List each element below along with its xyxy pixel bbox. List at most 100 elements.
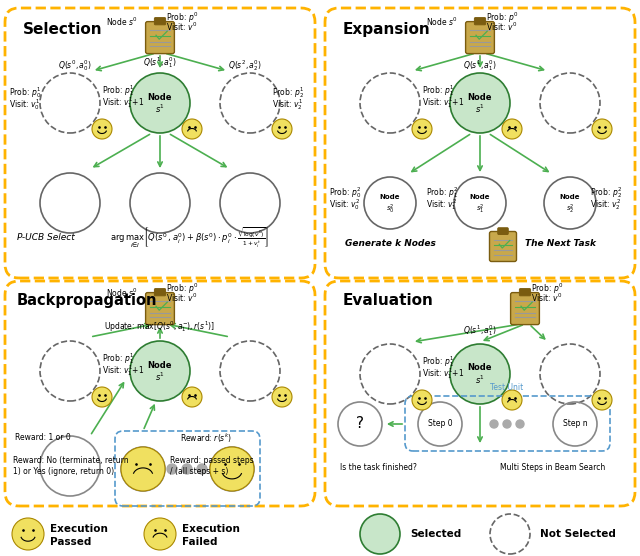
Text: Node: Node — [148, 92, 172, 102]
FancyBboxPatch shape — [474, 18, 486, 25]
Text: Visit: $v_1^1$+1: Visit: $v_1^1$+1 — [102, 364, 145, 379]
Circle shape — [197, 464, 207, 474]
Text: Backpropagation: Backpropagation — [17, 293, 157, 308]
Text: The Next Task: The Next Task — [525, 239, 596, 247]
Text: $Q(s^2,a_2^0)$: $Q(s^2,a_2^0)$ — [228, 58, 262, 73]
Circle shape — [130, 73, 190, 133]
Circle shape — [502, 119, 522, 139]
FancyBboxPatch shape — [466, 22, 495, 53]
Text: Update: $\max[Q(s^0,a_1^{-}), r(s^1)]$: Update: $\max[Q(s^0,a_1^{-}), r(s^1)]$ — [104, 320, 216, 335]
Text: Prob: $p_0^1$: Prob: $p_0^1$ — [9, 86, 42, 101]
Text: Node: Node — [468, 92, 492, 102]
Circle shape — [210, 447, 254, 491]
Text: Step n: Step n — [563, 419, 588, 429]
FancyBboxPatch shape — [154, 289, 166, 296]
Circle shape — [412, 390, 432, 410]
Circle shape — [412, 119, 432, 139]
Text: Prob: $p_1^1$: Prob: $p_1^1$ — [422, 83, 454, 98]
Text: Prob: $p_2^1$: Prob: $p_2^1$ — [272, 86, 305, 101]
Text: Visit: $v_1^1$+1: Visit: $v_1^1$+1 — [422, 366, 465, 381]
Circle shape — [182, 464, 192, 474]
Text: Visit: $v_2^1$: Visit: $v_2^1$ — [272, 97, 303, 112]
FancyBboxPatch shape — [154, 18, 166, 25]
Text: $Q(s^1,a_1^0)$: $Q(s^1,a_1^0)$ — [463, 58, 497, 73]
Circle shape — [490, 420, 498, 428]
FancyBboxPatch shape — [511, 292, 540, 325]
Text: Selection: Selection — [23, 22, 102, 37]
FancyBboxPatch shape — [146, 292, 174, 325]
Circle shape — [92, 387, 112, 407]
Text: $s_0^2$: $s_0^2$ — [386, 202, 394, 216]
Text: Evaluation: Evaluation — [343, 293, 434, 308]
Text: $Q(s^1,a_1^0)$: $Q(s^1,a_1^0)$ — [463, 324, 497, 339]
Text: Prob: $p_1^1$: Prob: $p_1^1$ — [102, 351, 134, 366]
Text: Node $s^0$: Node $s^0$ — [426, 16, 458, 28]
Text: $s^1$: $s^1$ — [475, 374, 485, 386]
Text: Visit: $v^0$: Visit: $v^0$ — [486, 21, 518, 33]
Text: Node $s^0$: Node $s^0$ — [106, 287, 138, 299]
Circle shape — [272, 119, 292, 139]
Text: Visit: $v_0^1$: Visit: $v_0^1$ — [9, 97, 40, 112]
Circle shape — [182, 387, 202, 407]
Text: $s_2^2$: $s_2^2$ — [566, 202, 574, 216]
Circle shape — [144, 518, 176, 550]
Text: Not Selected: Not Selected — [540, 529, 616, 539]
Text: Node $s^0$: Node $s^0$ — [106, 16, 138, 28]
Text: $s_1^2$: $s_1^2$ — [476, 202, 484, 216]
Text: $Q(s^0,a_0^0)$: $Q(s^0,a_0^0)$ — [58, 58, 92, 73]
Text: Test Unit: Test Unit — [490, 384, 524, 393]
Text: Node: Node — [148, 360, 172, 370]
Text: Visit: $v^0$: Visit: $v^0$ — [166, 21, 198, 33]
Text: Step 0: Step 0 — [428, 419, 452, 429]
Text: Prob: $p^0$: Prob: $p^0$ — [166, 11, 198, 25]
FancyBboxPatch shape — [498, 228, 508, 235]
Text: Prob: $p_0^2$: Prob: $p_0^2$ — [329, 186, 362, 201]
Text: Reward: passed steps
/ (all steps + s): Reward: passed steps / (all steps + s) — [170, 456, 253, 476]
Text: Prob: $p^0$: Prob: $p^0$ — [166, 282, 198, 296]
Circle shape — [12, 518, 44, 550]
Text: Node: Node — [470, 194, 490, 200]
Text: Multi Steps in Beam Search: Multi Steps in Beam Search — [500, 464, 605, 473]
Circle shape — [450, 344, 510, 404]
Circle shape — [272, 387, 292, 407]
Circle shape — [167, 464, 177, 474]
FancyBboxPatch shape — [490, 231, 516, 261]
Text: $s^1$: $s^1$ — [155, 371, 165, 383]
Text: Node: Node — [380, 194, 400, 200]
Text: Visit: $v_1^1$+1: Visit: $v_1^1$+1 — [422, 96, 465, 111]
Circle shape — [592, 119, 612, 139]
Text: $s^1$: $s^1$ — [475, 103, 485, 115]
Text: Prob: $p_2^2$: Prob: $p_2^2$ — [590, 186, 622, 201]
Text: Expansion: Expansion — [343, 22, 431, 37]
Text: Node: Node — [560, 194, 580, 200]
Circle shape — [182, 119, 202, 139]
Text: Prob: $p_1^2$: Prob: $p_1^2$ — [426, 186, 458, 201]
Text: $\arg\max_{i \in I}\left[Q(s^0,a_i^0)+\beta(s^0)\cdot p_i^0\cdot\frac{\sqrt{\log: $\arg\max_{i \in I}\left[Q(s^0,a_i^0)+\b… — [110, 226, 269, 250]
Text: $s^1$: $s^1$ — [155, 103, 165, 115]
Text: Failed: Failed — [182, 537, 218, 547]
FancyBboxPatch shape — [146, 22, 174, 53]
Text: Visit: $v^0$: Visit: $v^0$ — [166, 292, 198, 304]
Text: Generate k Nodes: Generate k Nodes — [345, 239, 436, 247]
Text: Visit: $v_2^2$: Visit: $v_2^2$ — [590, 197, 621, 212]
Text: ?: ? — [356, 416, 364, 431]
Text: Passed: Passed — [50, 537, 92, 547]
Text: Prob: $p_1^1$: Prob: $p_1^1$ — [422, 355, 454, 369]
Text: Prob: $p^0$: Prob: $p^0$ — [486, 11, 518, 25]
Text: $Q(s^1,a_1^0)$: $Q(s^1,a_1^0)$ — [143, 56, 177, 71]
Text: Is the task finished?: Is the task finished? — [340, 464, 417, 473]
Circle shape — [592, 390, 612, 410]
Circle shape — [121, 447, 165, 491]
Circle shape — [503, 420, 511, 428]
FancyBboxPatch shape — [520, 289, 531, 296]
Circle shape — [502, 390, 522, 410]
Text: Prob: $p^0$: Prob: $p^0$ — [531, 282, 564, 296]
Text: Reward: No (terminate, return
1) or Yes (ignore, return 0): Reward: No (terminate, return 1) or Yes … — [13, 456, 129, 476]
Text: Execution: Execution — [182, 524, 240, 534]
Circle shape — [450, 73, 510, 133]
Circle shape — [516, 420, 524, 428]
Text: Visit: $v_0^2$: Visit: $v_0^2$ — [329, 197, 360, 212]
Text: Selected: Selected — [410, 529, 461, 539]
Text: Reward: $r(s^k)$: Reward: $r(s^k)$ — [180, 431, 232, 445]
Text: Reward: 1 or 0: Reward: 1 or 0 — [15, 434, 71, 443]
